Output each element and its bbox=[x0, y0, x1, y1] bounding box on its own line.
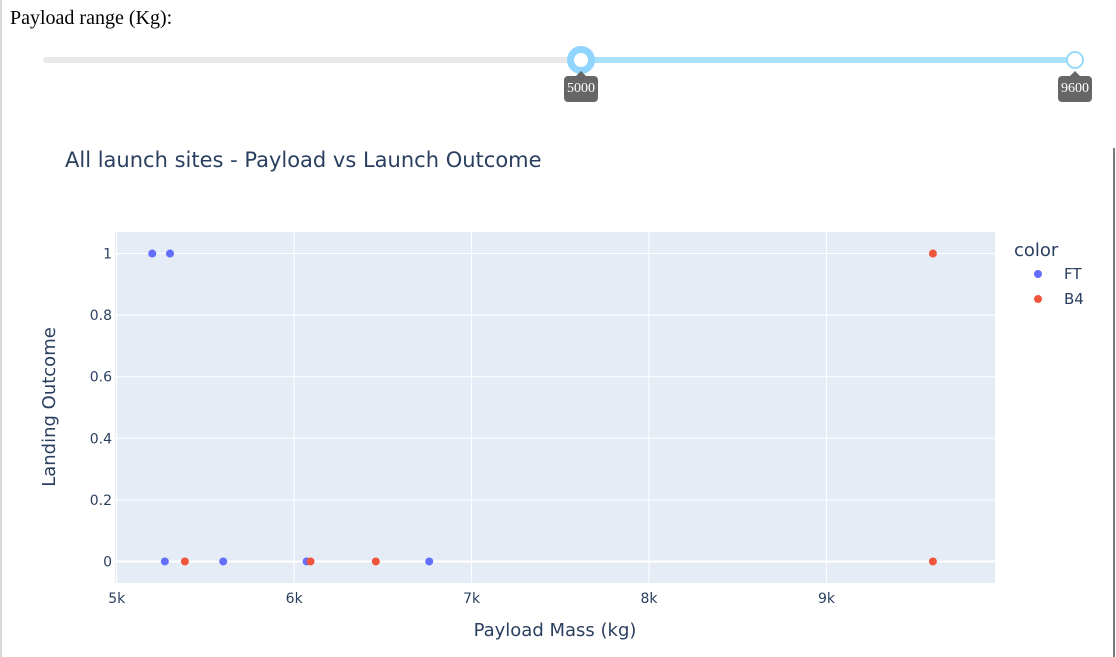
axis-ticks: 5k 6k 7k 8k 9k 0 0.2 0.4 0.6 0.8 1 bbox=[90, 247, 836, 607]
x-tick-label: 7k bbox=[463, 591, 481, 607]
data-point-b4[interactable] bbox=[180, 557, 189, 566]
y-tick-label: 0.6 bbox=[90, 370, 112, 386]
slider-rail[interactable] bbox=[43, 57, 1075, 63]
data-point-b4[interactable] bbox=[928, 557, 937, 566]
slider-label: Payload range (Kg): bbox=[10, 7, 173, 29]
slider-handle-min[interactable] bbox=[567, 46, 595, 74]
legend-title: color bbox=[1014, 240, 1059, 261]
data-point-b4[interactable] bbox=[306, 557, 315, 566]
data-point-ft[interactable] bbox=[166, 249, 174, 258]
y-tick-label: 0.4 bbox=[90, 431, 112, 447]
y-tick-label: 0.8 bbox=[90, 308, 112, 324]
x-tick-label: 5k bbox=[108, 591, 126, 607]
slider-handle-max[interactable] bbox=[1066, 51, 1084, 69]
plot-area[interactable] bbox=[115, 232, 995, 583]
slider-tooltip-max: 9600 bbox=[1058, 71, 1092, 102]
left-border bbox=[0, 0, 2, 657]
data-point-ft[interactable] bbox=[148, 249, 157, 258]
legend-marker-b4[interactable] bbox=[1034, 295, 1042, 303]
data-point-ft[interactable] bbox=[219, 557, 228, 566]
scrollbar[interactable] bbox=[1113, 148, 1115, 657]
slider-track[interactable] bbox=[581, 57, 1075, 63]
data-points bbox=[148, 249, 937, 566]
data-point-b4[interactable] bbox=[928, 249, 937, 258]
legend-label-ft[interactable]: FT bbox=[1064, 265, 1082, 283]
x-tick-label: 6k bbox=[286, 591, 304, 607]
legend-marker-ft[interactable] bbox=[1034, 270, 1042, 278]
payload-range-slider[interactable]: 5000 9600 bbox=[0, 40, 1116, 110]
data-point-ft[interactable] bbox=[425, 557, 434, 566]
data-point-b4[interactable] bbox=[371, 557, 380, 566]
x-tick-label: 9k bbox=[818, 591, 836, 607]
x-tick-label: 8k bbox=[641, 591, 659, 607]
x-axis-label: Payload Mass (kg) bbox=[474, 620, 637, 641]
data-point-ft[interactable] bbox=[160, 557, 169, 566]
y-axis-label: Landing Outcome bbox=[39, 327, 60, 487]
slider-tooltip-min: 5000 bbox=[564, 71, 598, 102]
y-tick-label: 0 bbox=[103, 554, 112, 570]
grid-lines bbox=[115, 232, 995, 583]
chart-title: All launch sites - Payload vs Launch Out… bbox=[65, 148, 542, 172]
legend-label-b4[interactable]: B4 bbox=[1064, 290, 1084, 308]
y-tick-label: 1 bbox=[103, 247, 112, 263]
y-tick-label: 0.2 bbox=[90, 493, 112, 509]
legend: color FT B4 bbox=[1014, 240, 1084, 308]
